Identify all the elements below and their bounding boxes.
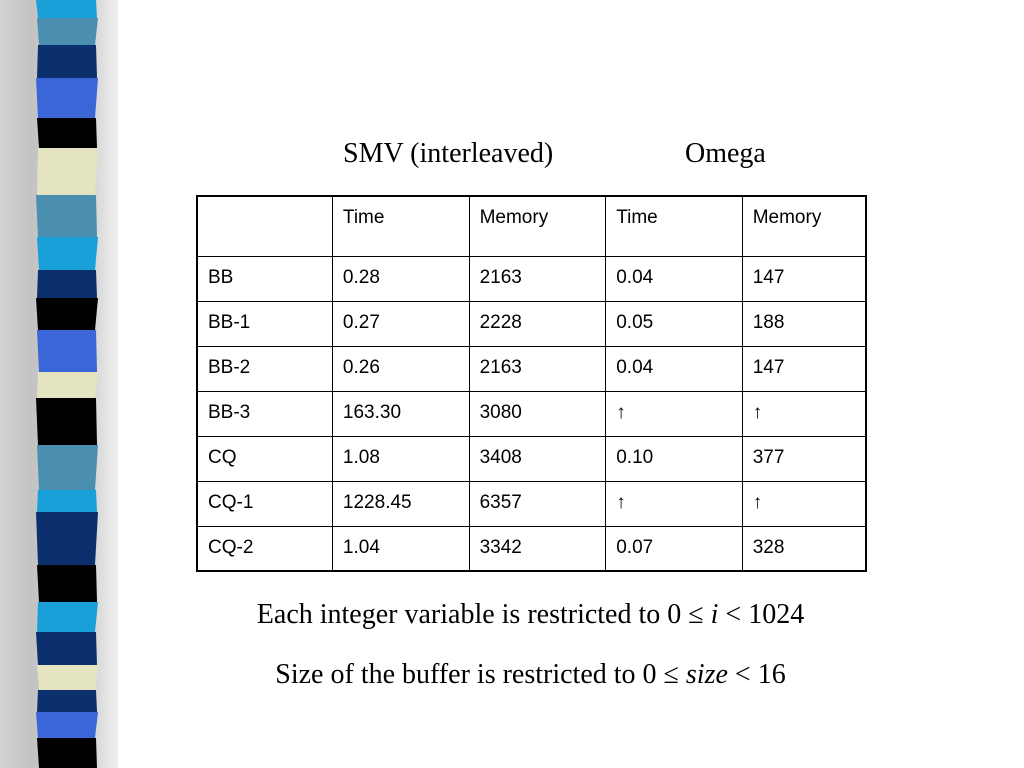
table-cell: ↑ xyxy=(741,480,867,527)
table-cell: 147 xyxy=(741,255,867,302)
strip-band xyxy=(37,738,97,768)
table-cell: 1.08 xyxy=(331,435,470,482)
strip-band xyxy=(36,78,98,118)
table-cell: 2163 xyxy=(468,345,607,392)
table-cell: 0.05 xyxy=(605,300,743,347)
table-cell: 3080 xyxy=(468,390,607,437)
buffer-restriction-note: Size of the buffer is restricted to 0 ≤ … xyxy=(0,659,1024,691)
table-cell: 188 xyxy=(741,300,867,347)
table-cell: CQ xyxy=(196,435,333,482)
strip-band xyxy=(37,372,98,398)
strip-band xyxy=(37,18,98,45)
table-cell: 147 xyxy=(741,345,867,392)
strip-band xyxy=(37,330,97,372)
table-cell: BB-1 xyxy=(196,300,333,347)
header-cell: Time xyxy=(605,195,743,257)
table-cell: BB-3 xyxy=(196,390,333,437)
note-text: Size of the buffer is restricted to 0 ≤ xyxy=(275,659,686,690)
table-cell: CQ-2 xyxy=(196,525,333,572)
strip-band xyxy=(36,298,98,330)
note-text: Each integer variable is restricted to 0… xyxy=(256,599,711,630)
table-cell: 2228 xyxy=(468,300,607,347)
strip-band xyxy=(36,195,97,237)
table-cell: ↑ xyxy=(605,480,743,527)
note-variable: size xyxy=(685,659,728,690)
table-cell: 2163 xyxy=(468,255,607,302)
table-cell: ↑ xyxy=(605,390,743,437)
results-table: Time Memory Time Memory BB 0.28 2163 0.0… xyxy=(196,195,867,572)
table-cell: 377 xyxy=(741,435,867,482)
table-row: CQ 1.08 3408 0.10 377 xyxy=(196,435,867,482)
strip-band xyxy=(37,45,97,78)
table-cell: 0.04 xyxy=(605,255,743,302)
table-cell: ↑ xyxy=(741,390,867,437)
table-row: CQ-1 1228.45 6357 ↑ ↑ xyxy=(196,480,867,527)
strip-band xyxy=(37,490,97,512)
table-cell: BB-2 xyxy=(196,345,333,392)
strip-band xyxy=(36,512,98,565)
strip-band xyxy=(37,565,97,602)
table-header-labels: SMV (interleaved) Omega xyxy=(343,138,766,170)
header-smv: SMV (interleaved) xyxy=(343,138,554,169)
table-row: BB 0.28 2163 0.04 147 xyxy=(196,255,867,302)
strip-band xyxy=(36,712,98,738)
table-cell: 0.27 xyxy=(331,300,470,347)
integer-restriction-note: Each integer variable is restricted to 0… xyxy=(0,599,1024,631)
strip-band xyxy=(37,118,97,148)
table-cell: 3408 xyxy=(468,435,607,482)
strip-band xyxy=(37,270,97,298)
header-cell xyxy=(196,195,333,257)
strip-band xyxy=(36,632,97,665)
strip-band xyxy=(37,148,98,195)
decorative-bands xyxy=(36,0,98,768)
table-cell: BB xyxy=(196,255,333,302)
strip-band xyxy=(36,0,97,18)
table-cell: 0.04 xyxy=(605,345,743,392)
decorative-side-strip xyxy=(0,0,118,768)
strip-band xyxy=(37,445,98,490)
strip-band xyxy=(37,690,97,712)
table-cell: 0.10 xyxy=(605,435,743,482)
table-row: BB-2 0.26 2163 0.04 147 xyxy=(196,345,867,392)
table-cell: CQ-1 xyxy=(196,480,333,527)
strip-band xyxy=(37,237,98,270)
table-cell: 0.07 xyxy=(605,525,743,572)
table-cell: 3342 xyxy=(468,525,607,572)
table-row: BB-3 163.30 3080 ↑ ↑ xyxy=(196,390,867,437)
strip-band xyxy=(37,602,98,632)
note-text: < 1024 xyxy=(718,599,805,630)
table-cell: 328 xyxy=(741,525,867,572)
table-cell: 6357 xyxy=(468,480,607,527)
header-cell: Memory xyxy=(741,195,867,257)
table-header-row: Time Memory Time Memory xyxy=(196,195,867,257)
table-cell: 163.30 xyxy=(331,390,470,437)
strip-band xyxy=(36,398,97,445)
table-row: CQ-2 1.04 3342 0.07 328 xyxy=(196,525,867,572)
table-cell: 1.04 xyxy=(331,525,470,572)
table-row: BB-1 0.27 2228 0.05 188 xyxy=(196,300,867,347)
table-cell: 1228.45 xyxy=(331,480,470,527)
table-cell: 0.28 xyxy=(331,255,470,302)
note-variable: i xyxy=(710,599,719,630)
header-cell: Time xyxy=(331,195,470,257)
strip-band xyxy=(37,665,98,690)
table-cell: 0.26 xyxy=(331,345,470,392)
header-cell: Memory xyxy=(468,195,607,257)
header-omega: Omega xyxy=(685,138,766,169)
note-text: < 16 xyxy=(727,659,786,690)
